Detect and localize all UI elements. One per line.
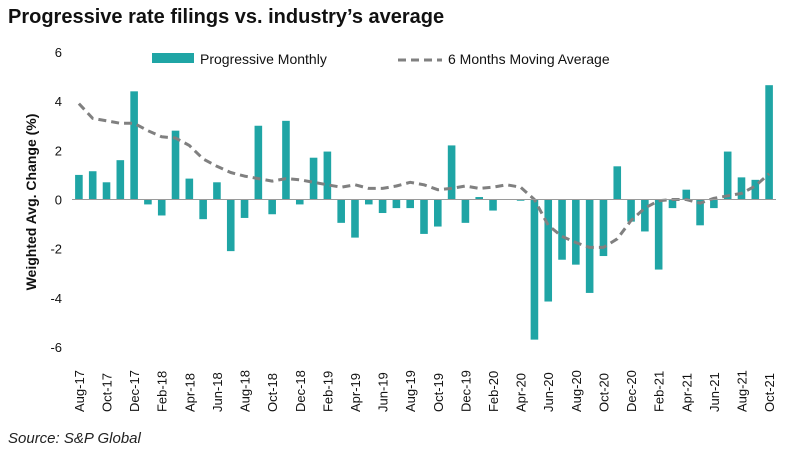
- y-tick-label: 6: [55, 45, 62, 60]
- bar: [558, 199, 566, 260]
- legend-line-label: 6 Months Moving Average: [448, 51, 610, 67]
- bar: [682, 189, 691, 200]
- y-axis-label: Weighted Avg. Change (%): [23, 114, 39, 291]
- x-tick-label: Apr-20: [514, 373, 529, 412]
- bar: [323, 151, 332, 200]
- x-tick-label: Jun-19: [376, 372, 391, 412]
- y-tick-label: 4: [55, 94, 62, 109]
- bar: [102, 182, 111, 200]
- x-tick-label: Aug-21: [734, 370, 749, 412]
- bar: [751, 179, 760, 200]
- bar: [696, 199, 704, 226]
- bar: [226, 199, 235, 252]
- x-tick-label: Aug-18: [238, 370, 253, 412]
- bar: [406, 199, 414, 209]
- bar: [710, 199, 718, 209]
- bar: [351, 199, 359, 238]
- y-ticks: 6 4 2 0 -2 -4 -6: [50, 45, 62, 355]
- legend-bar-swatch: [152, 53, 194, 63]
- bar: [116, 160, 125, 200]
- bar: [157, 199, 166, 216]
- x-tick-label: Feb-19: [320, 371, 335, 412]
- bar: [765, 85, 773, 200]
- x-tick-label: Feb-21: [652, 371, 667, 412]
- moving-average-line: [77, 102, 771, 249]
- bar: [213, 182, 221, 200]
- x-tick-label: Dec-20: [624, 370, 639, 412]
- bar: [447, 145, 456, 200]
- bar: [572, 199, 580, 265]
- y-tick-label: 0: [55, 193, 62, 208]
- bar: [268, 199, 276, 215]
- bar: [641, 199, 649, 232]
- y-tick-label: -6: [50, 340, 62, 355]
- bar: [461, 199, 470, 223]
- x-tick-label: Aug-19: [403, 370, 418, 412]
- bar: [654, 199, 663, 270]
- x-tick-label: Feb-20: [486, 371, 501, 412]
- legend-bar-label: Progressive Monthly: [200, 51, 327, 67]
- x-tick-label: Oct-18: [265, 373, 280, 412]
- x-tick-label: Dec-18: [293, 370, 308, 412]
- bar: [295, 199, 304, 205]
- x-tick-label: Apr-21: [679, 373, 694, 412]
- x-tick-label: Oct-20: [596, 373, 611, 412]
- bar: [75, 174, 83, 200]
- bar: [282, 120, 290, 200]
- x-tick-label: Oct-17: [100, 373, 115, 412]
- bar: [599, 199, 608, 257]
- x-tick-label: Jun-21: [707, 372, 722, 412]
- bar: [171, 130, 180, 200]
- bar: [337, 199, 345, 223]
- bar: [309, 157, 318, 200]
- x-tick-label: Dec-19: [458, 370, 473, 412]
- bar: [254, 125, 263, 200]
- x-tick-label: Jun-20: [541, 372, 556, 412]
- legend: Progressive Monthly 6 Months Moving Aver…: [152, 51, 610, 67]
- bar: [530, 199, 539, 340]
- bar: [475, 197, 484, 200]
- bar: [613, 166, 622, 200]
- y-tick-label: -2: [50, 242, 62, 257]
- bar: [199, 199, 207, 220]
- bar: [434, 199, 442, 227]
- bar: [516, 199, 525, 201]
- bar: [544, 199, 553, 302]
- x-tick-label: Oct-21: [762, 373, 777, 412]
- bar: [627, 199, 635, 222]
- x-tick-label: Feb-18: [155, 371, 170, 412]
- bar: [130, 91, 138, 200]
- bar: [185, 178, 194, 200]
- x-tick-label: Jun-18: [210, 372, 225, 412]
- bar: [240, 199, 249, 218]
- x-tick-label: Dec-17: [127, 370, 142, 412]
- x-tick-label: Aug-20: [569, 370, 584, 412]
- x-tick-label: Aug-17: [72, 370, 87, 412]
- x-tick-label: Oct-19: [431, 373, 446, 412]
- bar: [88, 171, 97, 200]
- x-ticks: Aug-17 Oct-17 Dec-17 Feb-18 Apr-18 Jun-18 Aug-…: [72, 370, 777, 412]
- chart-title: Progressive rate filings vs. industry’s …: [8, 6, 445, 28]
- bar: [364, 199, 373, 205]
- bar: [144, 199, 152, 205]
- bar: [737, 177, 746, 200]
- bar: [392, 199, 401, 209]
- y-tick-label: 2: [55, 143, 62, 158]
- source-note: Source: S&P Global: [8, 430, 141, 447]
- bar: [420, 199, 428, 234]
- bar: [668, 199, 677, 209]
- bar-series: [75, 85, 773, 340]
- bar: [723, 151, 732, 200]
- x-tick-label: Apr-18: [182, 373, 197, 412]
- x-tick-label: Apr-19: [348, 373, 363, 412]
- bar: [489, 199, 497, 211]
- bar: [378, 199, 387, 214]
- y-tick-label: -4: [50, 291, 62, 306]
- line-series: [77, 102, 771, 249]
